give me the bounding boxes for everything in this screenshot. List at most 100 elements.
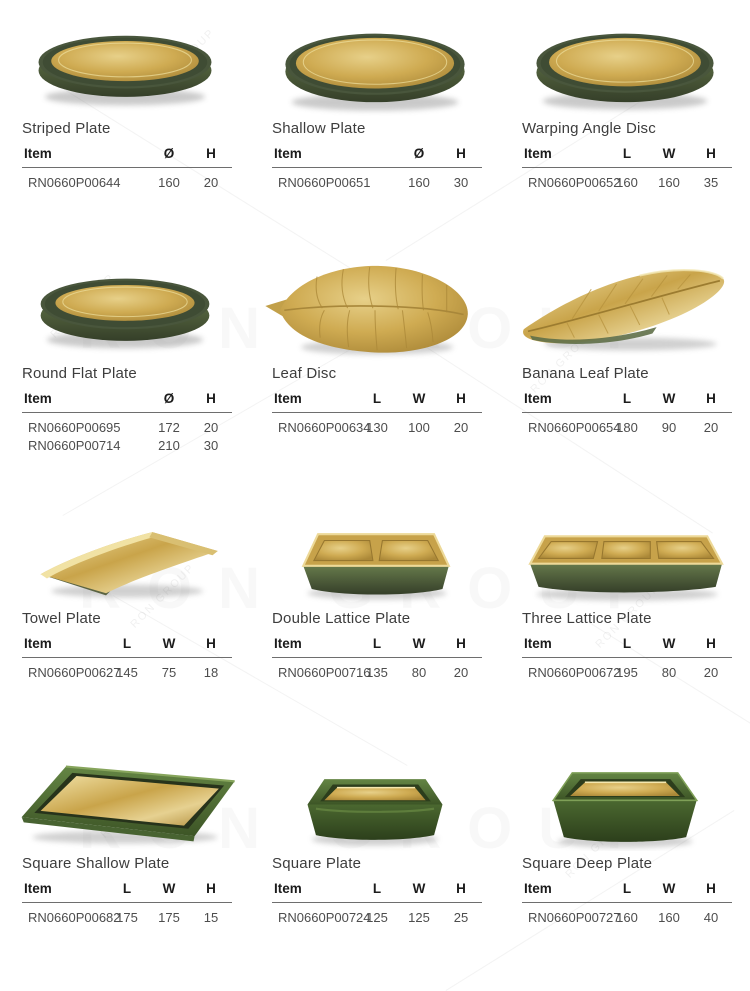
product-image[interactable]: [500, 247, 750, 361]
product-image[interactable]: [0, 247, 250, 361]
spec-item-header: Item: [22, 636, 106, 658]
spec-col-header: H: [440, 391, 482, 413]
product-image[interactable]: [500, 2, 750, 116]
spec-col-header: L: [606, 881, 648, 903]
spec-col-header: H: [690, 146, 732, 168]
spec-item-header: Item: [522, 391, 606, 413]
spec-col-header: W: [648, 146, 690, 168]
dim-value: 40: [703, 910, 719, 925]
dim-value: 90: [661, 420, 677, 435]
spec-col-header: L: [356, 391, 398, 413]
product-image[interactable]: [500, 737, 750, 851]
spec-col-header: H: [190, 636, 232, 658]
spec-col-header: H: [690, 391, 732, 413]
product-title: Towel Plate: [22, 610, 101, 627]
dim-value: 25: [453, 910, 469, 925]
dim-value: 160: [158, 175, 180, 190]
dim-value: 160: [658, 175, 680, 190]
dim-value: 180: [616, 420, 638, 435]
item-code: RN0660P00634: [278, 420, 371, 435]
spec-col-header: L: [606, 636, 648, 658]
spec-col-header: L: [106, 881, 148, 903]
item-code: RN0660P00714: [28, 438, 121, 453]
product-image[interactable]: [0, 492, 250, 606]
item-code: RN0660P00644: [28, 175, 121, 190]
spec-row: RN0660P00714 210 30: [22, 435, 232, 453]
dim-value: 125: [366, 910, 388, 925]
spec-row: RN0660P00627 145 75 18: [22, 658, 232, 680]
product-image[interactable]: [250, 737, 500, 851]
spec-col-header: Ø: [398, 146, 440, 168]
spec-row: RN0660P00724 125 125 25: [272, 903, 482, 925]
dim-value: 135: [366, 665, 388, 680]
dim-value: 35: [703, 175, 719, 190]
dim-value: 80: [661, 665, 677, 680]
spec-row: RN0660P00716 135 80 20: [272, 658, 482, 680]
item-code: RN0660P00627: [28, 665, 121, 680]
spec-col-header: W: [648, 636, 690, 658]
dim-value: 175: [116, 910, 138, 925]
product-title: Square Shallow Plate: [22, 855, 170, 872]
dim-value: 100: [408, 420, 430, 435]
spec-col-header: H: [440, 146, 482, 168]
product-title: Warping Angle Disc: [522, 120, 656, 137]
item-code: RN0660P00651: [278, 175, 371, 190]
spec-item-header: Item: [22, 146, 148, 168]
spec-item-header: Item: [522, 881, 606, 903]
dim-value: 30: [453, 175, 469, 190]
dim-value: 130: [366, 420, 388, 435]
dim-value: 195: [616, 665, 638, 680]
product-image[interactable]: [0, 2, 250, 116]
product-image[interactable]: [250, 247, 500, 361]
spec-col-header: H: [190, 881, 232, 903]
dim-value: 210: [158, 438, 180, 453]
spec-item-header: Item: [272, 391, 356, 413]
dim-value: 30: [203, 438, 219, 453]
spec-col-header: L: [106, 636, 148, 658]
item-code: RN0660P00654: [528, 420, 621, 435]
dim-value: 160: [408, 175, 430, 190]
product-image[interactable]: [500, 492, 750, 606]
dim-value: 20: [453, 665, 469, 680]
spec-col-header: L: [356, 881, 398, 903]
dim-value: 160: [616, 910, 638, 925]
spec-col-header: W: [648, 391, 690, 413]
spec-col-header: H: [440, 881, 482, 903]
product-title: Three Lattice Plate: [522, 610, 652, 627]
spec-item-header: Item: [22, 391, 148, 413]
product-image[interactable]: [250, 492, 500, 606]
spec-col-header: H: [690, 881, 732, 903]
spec-row: RN0660P00654 180 90 20: [522, 413, 732, 435]
spec-row: RN0660P00672 195 80 20: [522, 658, 732, 680]
spec-item-header: Item: [522, 146, 606, 168]
product-image[interactable]: [250, 2, 500, 116]
spec-col-header: W: [398, 881, 440, 903]
spec-item-header: Item: [522, 636, 606, 658]
spec-col-header: L: [606, 391, 648, 413]
product-image[interactable]: [0, 737, 250, 851]
product-title: Double Lattice Plate: [272, 610, 411, 627]
